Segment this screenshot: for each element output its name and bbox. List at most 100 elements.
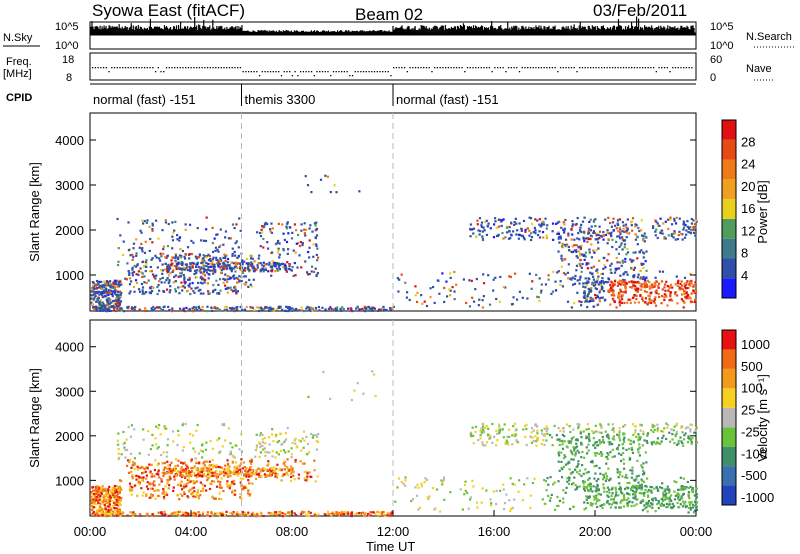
heatmap-cell [180,471,183,474]
heatmap-cell [99,491,102,495]
heatmap-cell [215,475,218,478]
freq-point [516,67,518,69]
colorbar-tick-label: 4 [741,268,748,283]
freq-point [165,67,168,69]
heatmap-cell [244,485,247,488]
heatmap-cell [596,271,599,274]
heatmap-cell [583,300,587,303]
heatmap-cell [308,256,311,259]
heatmap-cell [234,285,237,288]
heatmap-cell [92,305,95,309]
heatmap-cell [648,295,651,298]
heatmap-cell [196,491,199,494]
freq-point [625,67,627,69]
heatmap-cell [225,280,229,284]
heatmap-cell [644,235,647,238]
heatmap-cell [235,291,238,294]
freq-point [297,75,299,77]
heatmap-cell [587,292,590,296]
heatmap-cell [133,290,136,293]
heatmap-cell [223,263,226,266]
heatmap-cell [472,485,475,488]
heatmap-cell [107,303,110,307]
heatmap-cell [678,493,681,496]
heatmap-cell [112,281,115,284]
heatmap-cell [656,430,659,433]
heatmap-cell [95,497,98,500]
heatmap-cell [122,511,125,514]
heatmap-cell [222,267,226,270]
heatmap-cell [114,283,118,286]
heatmap-cell [240,485,243,488]
heatmap-cell [669,216,672,219]
heatmap-cell [538,236,542,239]
heatmap-cell [218,278,222,281]
heatmap-cell [596,295,600,298]
heatmap-cell [263,223,266,226]
heatmap-cell [231,252,234,256]
heatmap-cell [604,233,608,237]
heatmap-cell [199,449,203,452]
heatmap-cell [293,223,296,226]
heatmap-cell [303,462,306,465]
heatmap-cell [692,289,695,293]
freq-point [289,71,291,73]
colorbar-swatch [722,218,736,239]
heatmap-cell [578,229,582,232]
heatmap-cell [217,262,221,265]
heatmap-cell [265,468,268,471]
heatmap-cell [113,306,116,309]
heatmap-cell [110,283,113,286]
freq-point [609,67,611,69]
heatmap-cell [545,236,549,240]
heatmap-cell [118,507,121,511]
heatmap-cell [97,501,100,504]
heatmap-cell [508,230,511,233]
heatmap-cell [586,280,589,283]
heatmap-cell [562,228,565,232]
heatmap-cell [166,482,169,485]
heatmap-cell [178,498,181,501]
heatmap-cell [111,511,114,514]
heatmap-cell [562,271,566,275]
heatmap-cell [633,301,637,304]
freq-point [310,71,313,73]
heatmap-cell [173,475,176,478]
heatmap-cell [514,434,517,438]
heatmap-cell [300,306,303,309]
heatmap-cell [583,294,586,297]
heatmap-cell [597,477,600,481]
heatmap-cell [582,237,585,240]
heatmap-cell [578,262,581,265]
heatmap-cell [675,424,678,427]
freq-point [245,71,247,73]
freq-point [234,67,236,69]
heatmap-cell [463,483,467,487]
heatmap-cell [168,265,171,268]
heatmap-cell [218,497,221,501]
heatmap-cell [575,255,578,258]
heatmap-cell [640,249,643,252]
heatmap-cell [196,227,199,230]
heatmap-cell [243,465,246,469]
freq-point [102,67,105,69]
heatmap-cell [272,309,275,312]
freq-point [256,71,258,73]
heatmap-cell [287,232,290,235]
heatmap-cell [188,252,191,256]
heatmap-cell [685,233,688,236]
heatmap-cell [115,490,119,494]
heatmap-cell [243,260,246,263]
heatmap-cell [625,486,628,489]
freq-point [349,75,351,77]
heatmap-cell [229,485,232,488]
heatmap-cell [636,235,639,238]
freq-point [417,67,419,69]
heatmap-cell [101,293,104,297]
heatmap-cell [149,470,152,473]
heatmap-cell [229,237,232,240]
heatmap-cell [177,510,180,514]
heatmap-cell [595,430,598,433]
heatmap-cell [513,221,516,224]
